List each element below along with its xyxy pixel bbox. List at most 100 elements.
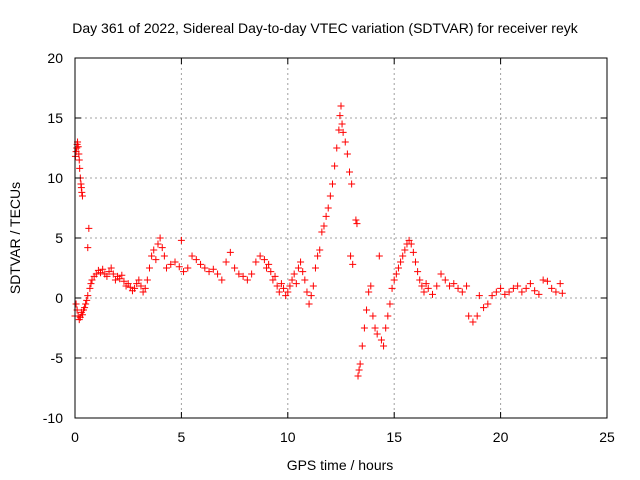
data-point bbox=[353, 220, 361, 228]
data-point bbox=[280, 284, 288, 292]
data-point bbox=[335, 126, 343, 134]
data-point bbox=[303, 288, 311, 296]
plot-frame bbox=[74, 57, 608, 419]
data-point bbox=[297, 258, 305, 266]
data-point bbox=[339, 128, 347, 136]
data-point bbox=[72, 300, 80, 308]
data-point bbox=[177, 236, 185, 244]
y-tick-label: 10 bbox=[47, 170, 63, 186]
data-point bbox=[163, 264, 171, 272]
data-point bbox=[88, 276, 96, 284]
data-point bbox=[141, 284, 149, 292]
data-point bbox=[99, 265, 107, 273]
data-point bbox=[292, 280, 300, 288]
chart-title: Day 361 of 2022, Sidereal Day-to-day VTE… bbox=[72, 20, 578, 36]
data-point bbox=[384, 312, 392, 320]
x-tick-label: 20 bbox=[493, 429, 509, 445]
data-point bbox=[414, 268, 422, 276]
data-point bbox=[355, 366, 363, 374]
data-point bbox=[299, 268, 307, 276]
data-point bbox=[437, 270, 445, 278]
data-point bbox=[109, 270, 117, 278]
data-point bbox=[111, 276, 119, 284]
data-point bbox=[171, 258, 179, 266]
data-point bbox=[311, 264, 319, 272]
data-point bbox=[175, 263, 183, 271]
data-point bbox=[226, 248, 234, 256]
data-point bbox=[535, 290, 543, 298]
data-point bbox=[347, 252, 355, 260]
data-point bbox=[505, 288, 513, 296]
data-point bbox=[522, 284, 530, 292]
data-point bbox=[371, 324, 379, 332]
data-point bbox=[201, 264, 209, 272]
data-point bbox=[192, 256, 200, 264]
data-point bbox=[331, 162, 339, 170]
data-point bbox=[463, 282, 471, 290]
data-point bbox=[243, 276, 251, 284]
data-point bbox=[273, 282, 281, 290]
data-point bbox=[394, 264, 402, 272]
data-point bbox=[348, 180, 356, 188]
data-point bbox=[441, 276, 449, 284]
data-point bbox=[358, 342, 366, 350]
data-point bbox=[260, 256, 268, 264]
data-point bbox=[84, 292, 92, 300]
data-point bbox=[424, 284, 432, 292]
data-point bbox=[509, 284, 517, 292]
data-point bbox=[277, 280, 285, 288]
data-point bbox=[282, 292, 290, 300]
data-point bbox=[158, 244, 166, 252]
data-point bbox=[267, 268, 275, 276]
data-point bbox=[433, 282, 441, 290]
data-point bbox=[392, 270, 400, 278]
axes: 0 5 10 15 20 25 -10 -5 0 5 10 15 20 bbox=[43, 50, 615, 445]
data-point bbox=[409, 248, 417, 256]
data-point bbox=[390, 276, 398, 284]
data-point bbox=[156, 234, 164, 242]
data-point bbox=[75, 150, 83, 158]
data-point bbox=[363, 306, 371, 314]
x-tick-label: 0 bbox=[71, 429, 79, 445]
data-point bbox=[480, 304, 488, 312]
data-point bbox=[397, 258, 405, 266]
data-point bbox=[399, 252, 407, 260]
data-point bbox=[382, 324, 390, 332]
data-point bbox=[326, 192, 334, 200]
data-point bbox=[148, 252, 156, 260]
data-point bbox=[373, 330, 381, 338]
data-point bbox=[352, 216, 360, 224]
data-point bbox=[558, 289, 566, 297]
data-point bbox=[346, 168, 354, 176]
data-point bbox=[377, 336, 385, 344]
data-point bbox=[337, 102, 345, 110]
data-point bbox=[338, 120, 346, 128]
data-point bbox=[256, 252, 264, 260]
data-point bbox=[407, 240, 415, 248]
data-point bbox=[501, 290, 509, 298]
data-point bbox=[252, 258, 260, 266]
data-point bbox=[188, 252, 196, 260]
data-point bbox=[320, 222, 328, 230]
y-tick-label: 15 bbox=[47, 110, 63, 126]
data-point bbox=[116, 275, 124, 283]
data-point bbox=[548, 284, 556, 292]
data-point bbox=[405, 236, 413, 244]
data-point bbox=[418, 282, 426, 290]
data-point bbox=[288, 276, 296, 284]
data-point bbox=[105, 268, 113, 276]
data-point bbox=[307, 292, 315, 300]
series-reyk bbox=[71, 102, 566, 380]
data-point bbox=[465, 312, 473, 320]
data-point bbox=[349, 260, 357, 268]
y-tick-label: 5 bbox=[55, 230, 63, 246]
data-point bbox=[294, 264, 302, 272]
data-point bbox=[284, 288, 292, 296]
data-point bbox=[333, 144, 341, 152]
data-point bbox=[488, 292, 496, 300]
grid bbox=[75, 58, 607, 418]
data-point bbox=[209, 265, 217, 273]
data-point bbox=[305, 300, 313, 308]
y-tick-label: 20 bbox=[47, 50, 63, 66]
data-point bbox=[137, 282, 145, 290]
